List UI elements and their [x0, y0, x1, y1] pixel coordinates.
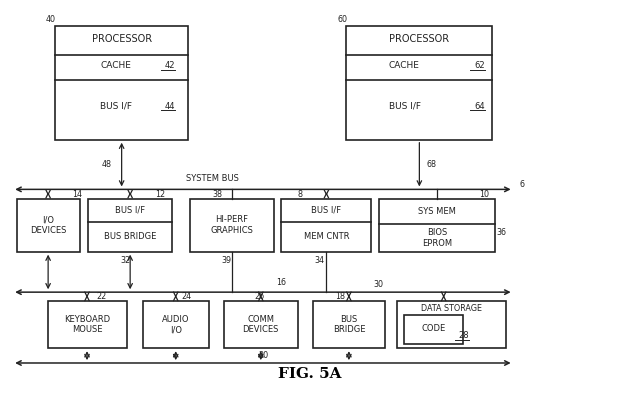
Text: 68: 68 [427, 160, 436, 169]
Text: 34: 34 [315, 257, 325, 265]
Bar [55, 26, 188, 140]
Text: 8: 8 [298, 190, 303, 199]
Text: AUDIO
I/O: AUDIO I/O [162, 315, 190, 334]
Text: 30: 30 [374, 280, 384, 289]
Text: 36: 36 [497, 228, 507, 237]
Text: BUS I/F: BUS I/F [100, 101, 133, 111]
Bar [224, 300, 298, 348]
Text: BUS I/F: BUS I/F [115, 206, 145, 215]
Text: DATA STORAGE: DATA STORAGE [421, 304, 482, 313]
Text: 32: 32 [120, 257, 131, 265]
Bar [404, 315, 463, 344]
Bar [397, 300, 506, 348]
Text: 48: 48 [102, 160, 112, 169]
Text: BIOS
EPROM: BIOS EPROM [422, 228, 452, 248]
Text: 39: 39 [222, 257, 232, 265]
Bar [190, 199, 273, 252]
Text: 14: 14 [72, 190, 82, 199]
Text: 16: 16 [277, 278, 286, 286]
Bar [281, 199, 371, 252]
Text: BUS I/F: BUS I/F [389, 101, 421, 111]
Text: 24: 24 [181, 292, 192, 301]
Text: HI-PERF
GRAPHICS: HI-PERF GRAPHICS [210, 215, 253, 235]
Text: 12: 12 [155, 190, 165, 199]
Text: PROCESSOR: PROCESSOR [389, 34, 450, 44]
Text: FIG. 5A: FIG. 5A [278, 367, 342, 381]
Text: I/O
DEVICES: I/O DEVICES [30, 215, 66, 235]
Text: CACHE: CACHE [389, 61, 420, 70]
Text: KEYBOARD
MOUSE: KEYBOARD MOUSE [64, 315, 110, 334]
Text: 6: 6 [520, 180, 525, 190]
Text: 38: 38 [213, 190, 223, 199]
Text: 42: 42 [165, 61, 175, 70]
Text: SYSTEM BUS: SYSTEM BUS [187, 174, 239, 183]
Text: 40: 40 [46, 15, 56, 24]
Bar [379, 199, 495, 252]
Text: 20: 20 [259, 351, 268, 360]
Text: SYS MEM: SYS MEM [418, 207, 456, 216]
Text: BUS I/F: BUS I/F [311, 206, 342, 215]
Text: 62: 62 [474, 61, 485, 70]
Text: 64: 64 [474, 101, 485, 111]
Text: PROCESSOR: PROCESSOR [92, 34, 152, 44]
Text: CODE: CODE [421, 324, 445, 333]
Text: 22: 22 [96, 292, 107, 301]
Bar [313, 300, 385, 348]
Text: 26: 26 [254, 292, 264, 301]
Text: BUS
BRIDGE: BUS BRIDGE [333, 315, 365, 334]
Bar [48, 300, 126, 348]
Text: 44: 44 [165, 101, 175, 111]
Text: 60: 60 [337, 15, 347, 24]
Bar [88, 199, 172, 252]
Text: BUS BRIDGE: BUS BRIDGE [104, 232, 156, 241]
Text: COMM
DEVICES: COMM DEVICES [242, 315, 279, 334]
Bar [17, 199, 80, 252]
Text: 18: 18 [335, 292, 345, 301]
Bar [347, 26, 492, 140]
Text: MEM CNTR: MEM CNTR [304, 232, 349, 241]
Text: 28: 28 [459, 332, 469, 340]
Text: 10: 10 [479, 190, 489, 199]
Text: CACHE: CACHE [100, 61, 131, 70]
Bar [143, 300, 208, 348]
